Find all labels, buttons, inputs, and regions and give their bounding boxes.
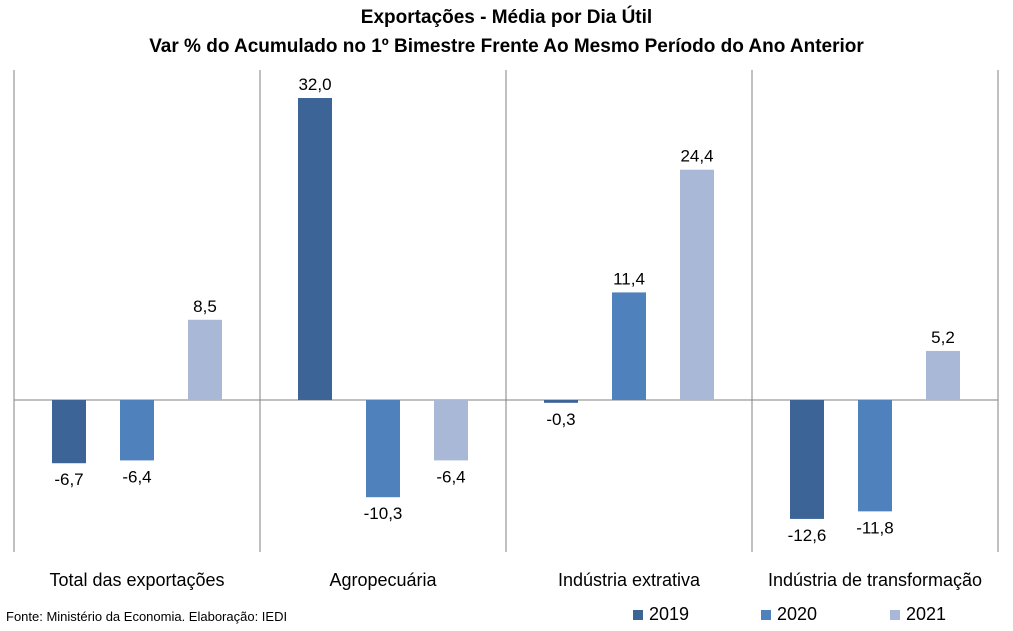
data-label-2021-2: -6,4 [436, 467, 465, 486]
bar-2019-4 [790, 400, 824, 519]
data-label-2019-2: 32,0 [298, 75, 331, 94]
chart-title: Exportações - Média por Dia Útil [360, 7, 653, 28]
category-label-4: Indústria de transformação [768, 570, 982, 590]
data-label-2019-3: -0,3 [546, 410, 575, 429]
bar-2020-4 [858, 400, 892, 512]
bar-2021-3 [680, 169, 714, 400]
data-label-2019-1: -6,7 [54, 470, 83, 489]
source-note: Fonte: Ministério da Economia. Elaboraçã… [6, 609, 288, 624]
category-label-3: Indústria extrativa [558, 570, 701, 590]
data-label-2020-4: -11,8 [856, 518, 894, 537]
data-label-2021-3: 24,4 [680, 147, 713, 166]
data-label-2020-1: -6,4 [122, 467, 151, 486]
data-label-2019-4: -12,6 [788, 526, 827, 545]
bar-2019-2 [298, 98, 332, 400]
chart-subtitle: Var % do Acumulado no 1º Bimestre Frente… [149, 36, 864, 57]
legend-item-2020: 2020 [761, 604, 817, 625]
bar-2019-1 [52, 400, 86, 464]
legend-item-2021: 2021 [890, 604, 946, 625]
bar-2021-2 [434, 400, 468, 461]
data-label-2021-4: 5,2 [931, 328, 955, 347]
legend-label-2020: 2020 [777, 604, 818, 624]
bar-2020-1 [120, 400, 154, 461]
bar-2021-1 [188, 319, 222, 400]
bar-2020-2 [366, 400, 400, 498]
category-label-1: Total das exportações [49, 570, 224, 590]
legend-swatch-2021 [890, 609, 900, 620]
bar-2021-4 [926, 350, 960, 400]
legend-item-2019: 2019 [633, 604, 689, 625]
legend-label-2021: 2021 [906, 604, 947, 624]
category-label-2: Agropecuária [329, 570, 437, 590]
legend-swatch-2020 [761, 609, 771, 620]
data-label-2020-3: 11,4 [613, 269, 645, 288]
legend-label-2019: 2019 [649, 604, 690, 624]
bar-2020-3 [612, 292, 646, 400]
bar-2019-3 [544, 400, 578, 403]
data-label-2020-2: -10,3 [364, 504, 403, 523]
data-label-2021-1: 8,5 [193, 297, 217, 316]
legend-swatch-2019 [633, 609, 643, 620]
